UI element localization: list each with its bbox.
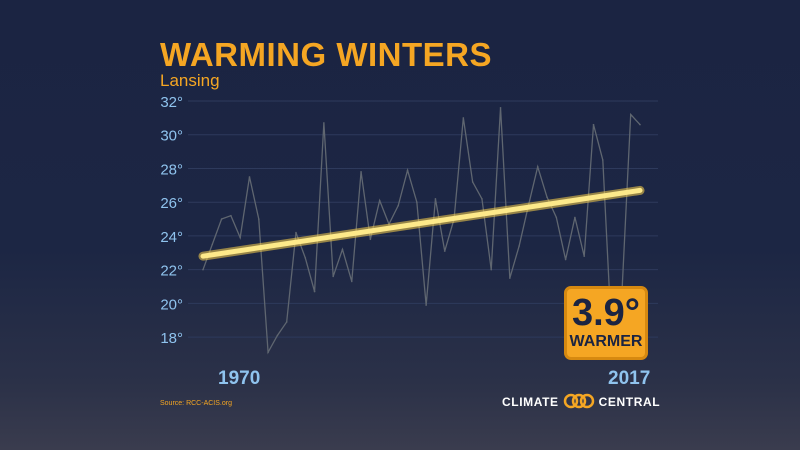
data-point <box>248 176 251 178</box>
data-point <box>555 216 558 219</box>
data-point <box>592 123 595 126</box>
climate-central-rings-icon <box>563 393 595 412</box>
data-point <box>499 106 502 109</box>
data-point <box>536 165 539 168</box>
data-point <box>378 199 381 202</box>
data-point <box>583 255 586 257</box>
y-tick-label: 22° <box>160 263 183 280</box>
data-point <box>295 231 297 234</box>
data-point <box>481 198 483 200</box>
data-point <box>564 258 567 261</box>
data-point <box>509 277 511 279</box>
data-point <box>267 351 269 354</box>
data-point <box>360 171 362 173</box>
data-point <box>239 236 241 239</box>
data-point <box>425 304 427 306</box>
y-tick-label: 26° <box>160 195 183 212</box>
y-axis-tick-labels: 18° 20° 22° 24° 26° 28° 30° 32° <box>160 94 183 347</box>
chart-subtitle: Lansing <box>160 71 220 90</box>
data-point <box>304 257 307 259</box>
data-point <box>350 280 353 283</box>
data-point <box>406 169 409 171</box>
warming-badge: 3.9° WARMER <box>564 286 648 360</box>
data-point <box>639 123 641 126</box>
y-tick-label: 20° <box>160 296 183 313</box>
data-point <box>202 268 204 271</box>
series-line <box>202 107 641 355</box>
data-point <box>546 196 548 198</box>
data-point <box>230 214 232 217</box>
logo-text-right: CENTRAL <box>598 395 661 409</box>
trendline-group <box>198 185 645 261</box>
data-point <box>313 290 316 293</box>
data-point <box>602 159 604 161</box>
data-point <box>462 117 465 119</box>
source-note: Source: RCC-ACIS.org <box>160 400 232 407</box>
data-point <box>369 238 372 241</box>
y-tick-label: 32° <box>160 94 183 111</box>
data-point <box>434 198 437 200</box>
data-point <box>211 243 214 246</box>
data-point <box>490 268 493 271</box>
y-tick-label: 28° <box>160 161 183 178</box>
data-point <box>574 216 576 219</box>
data-point <box>276 334 279 337</box>
y-tick-label: 30° <box>160 128 183 145</box>
climate-central-logo[interactable]: CLIMATE CENTRAL <box>502 393 660 411</box>
data-point <box>332 275 334 278</box>
chart-title: WARMING WINTERS <box>160 36 492 73</box>
data-point <box>416 201 418 203</box>
data-point <box>323 122 325 124</box>
data-point <box>220 218 223 220</box>
data-point <box>471 181 474 183</box>
data-point <box>285 321 288 323</box>
data-point <box>257 218 260 220</box>
data-point <box>629 113 632 116</box>
y-tick-label: 24° <box>160 229 183 246</box>
data-point <box>518 245 520 247</box>
logo-text-left: CLIMATE <box>502 395 559 409</box>
warming-label: WARMER <box>569 333 643 350</box>
x-tick-label-end: 2017 <box>608 368 651 389</box>
data-point <box>341 248 344 251</box>
y-tick-label: 18° <box>160 330 183 347</box>
data-point <box>443 250 446 252</box>
warming-value: 3.9° <box>571 292 641 334</box>
x-tick-label-start: 1970 <box>218 368 261 389</box>
trendline <box>200 187 643 259</box>
data-point <box>397 204 400 207</box>
